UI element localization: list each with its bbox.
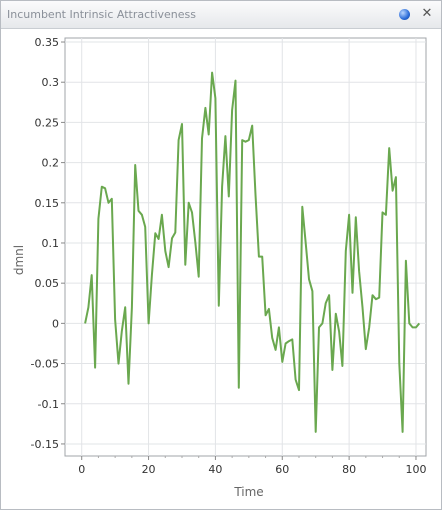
plot-panel: -0.15 -0.1 -0.05 0 0.05 0.1 0.15 0.2 0.25 0.3 0.35… [5, 30, 437, 505]
series-line [84, 71, 421, 433]
help-icon[interactable] [397, 7, 411, 21]
y-tick-label: 0.15 [35, 197, 60, 210]
y-tick-label: 0 [52, 317, 59, 330]
x-tick-label: 40 [208, 463, 222, 476]
y-tick-label: 0.05 [35, 277, 60, 290]
y-axis-label: dmnl [12, 245, 26, 275]
y-tick-label: 0.35 [35, 36, 60, 49]
x-axis: 0 20 40 60 80 100 [78, 456, 426, 476]
grid-lines [65, 38, 426, 456]
y-tick-label: 0.2 [42, 157, 60, 170]
x-tick-label: 100 [405, 463, 426, 476]
close-icon[interactable]: ✕ [421, 6, 433, 21]
x-axis-label: Time [233, 485, 263, 499]
title-bar: Incumbent Intrinsic Attractiveness ✕ [1, 1, 441, 29]
x-tick-label: 80 [342, 463, 356, 476]
help-icon-glyph [398, 8, 410, 20]
y-tick-label: 0.25 [35, 116, 60, 129]
x-tick-label: 0 [78, 463, 85, 476]
y-tick-label: 0.1 [42, 237, 60, 250]
y-axis: -0.15 -0.1 -0.05 0 0.05 0.1 0.15 0.2 0.25 0.3 0.35 [31, 36, 65, 451]
x-tick-label: 60 [275, 463, 289, 476]
y-tick-label: -0.1 [38, 398, 59, 411]
plot-area [64, 37, 427, 457]
x-tick-label: 20 [142, 463, 156, 476]
y-tick-label: -0.15 [31, 438, 59, 451]
y-tick-label: -0.05 [31, 358, 59, 371]
y-tick-label: 0.3 [42, 76, 60, 89]
line-chart: -0.15 -0.1 -0.05 0 0.05 0.1 0.15 0.2 0.25 0.3 0.35… [12, 36, 427, 499]
window-title: Incumbent Intrinsic Attractiveness [7, 8, 197, 21]
